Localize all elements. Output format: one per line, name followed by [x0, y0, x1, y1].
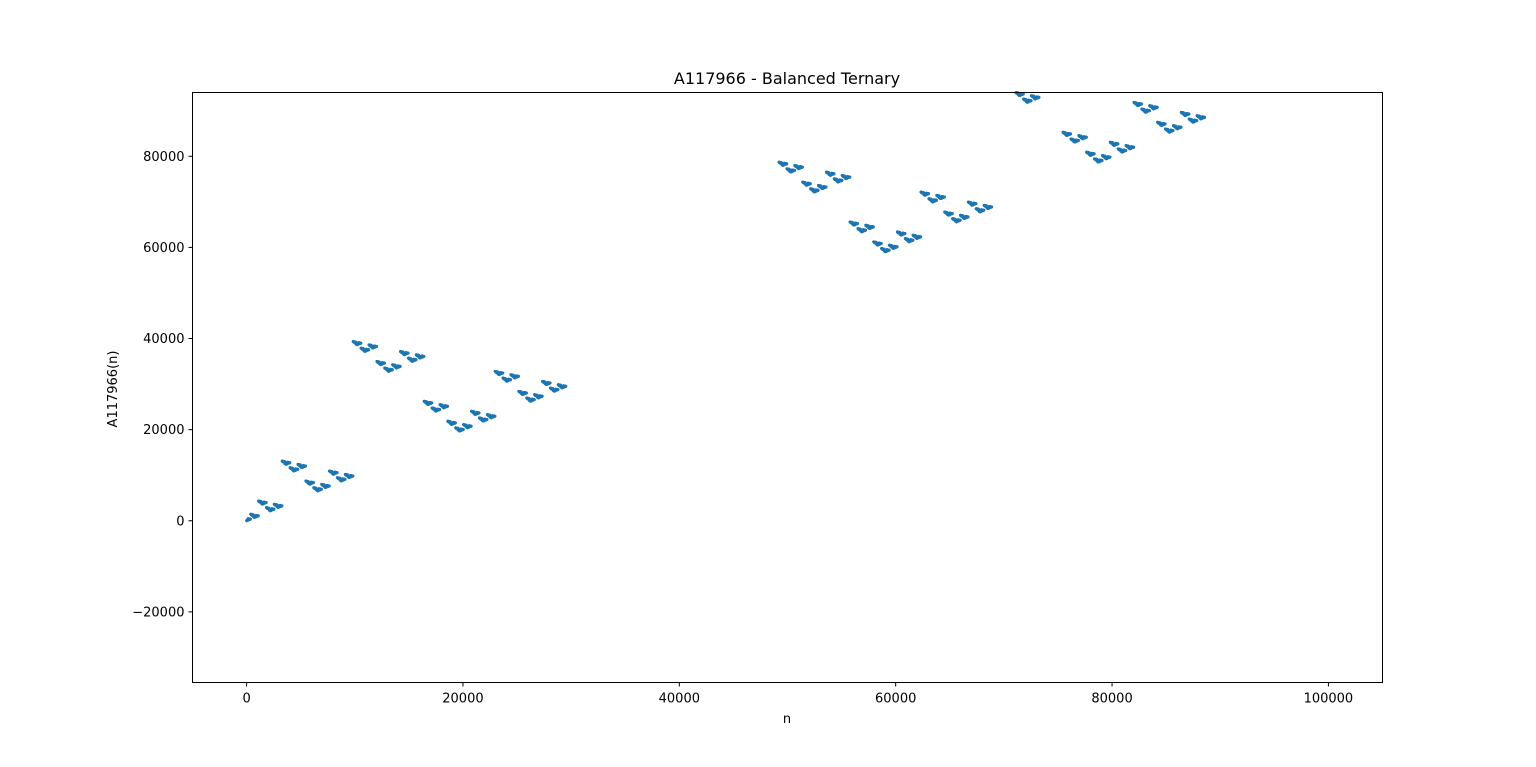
data-point [548, 381, 552, 385]
data-point [454, 421, 457, 425]
data-point [280, 504, 284, 508]
data-point [501, 371, 505, 375]
data-point [422, 355, 426, 358]
data-point [320, 487, 323, 491]
data-point [872, 225, 875, 229]
data-point [383, 361, 386, 365]
data-point [848, 175, 852, 179]
data-point [927, 192, 931, 196]
data-point [359, 341, 363, 345]
data-point [257, 514, 260, 518]
data-point [462, 428, 465, 431]
data-point [911, 238, 915, 242]
data-point [367, 348, 371, 352]
data-point [296, 467, 300, 471]
data-point [919, 235, 923, 239]
data-point [509, 378, 513, 381]
data-point [840, 178, 844, 182]
data-point [816, 188, 820, 192]
data-point [525, 391, 528, 395]
data-point [864, 228, 867, 232]
data-point [272, 507, 276, 511]
data-point [564, 384, 568, 388]
data-point [343, 477, 347, 481]
chart-title: A117966 - Balanced Ternary [674, 69, 900, 88]
data-point [540, 394, 544, 398]
data-point [533, 398, 536, 401]
data-point [880, 242, 883, 245]
data-points [245, 91, 1207, 523]
data-point [477, 411, 481, 415]
data-point [809, 182, 812, 186]
data-point [264, 501, 268, 504]
data-point [824, 185, 828, 189]
data-point [485, 418, 489, 421]
data-point [943, 195, 946, 199]
data-point [438, 408, 442, 411]
data-point [793, 169, 797, 172]
data-point [785, 162, 789, 166]
data-point [398, 364, 402, 368]
data-point [903, 232, 907, 235]
data-point [517, 374, 520, 378]
data-point [493, 414, 497, 418]
data-point [391, 368, 394, 372]
data-point [406, 351, 410, 355]
data-point [935, 198, 938, 202]
data-point [469, 424, 473, 428]
data-point [887, 248, 891, 252]
data-point [856, 222, 860, 225]
data-point [375, 345, 379, 348]
data-point [801, 165, 804, 169]
data-point [351, 474, 355, 478]
data-point [832, 172, 836, 176]
data-point [249, 517, 252, 521]
data-point [328, 484, 331, 488]
data-point [414, 358, 418, 362]
data-point [288, 461, 292, 465]
data-point [446, 404, 449, 408]
data-point [895, 245, 899, 249]
data-point [556, 388, 560, 391]
data-point [312, 481, 315, 484]
data-point [430, 401, 434, 405]
data-point [304, 464, 308, 468]
data-point [335, 471, 339, 474]
